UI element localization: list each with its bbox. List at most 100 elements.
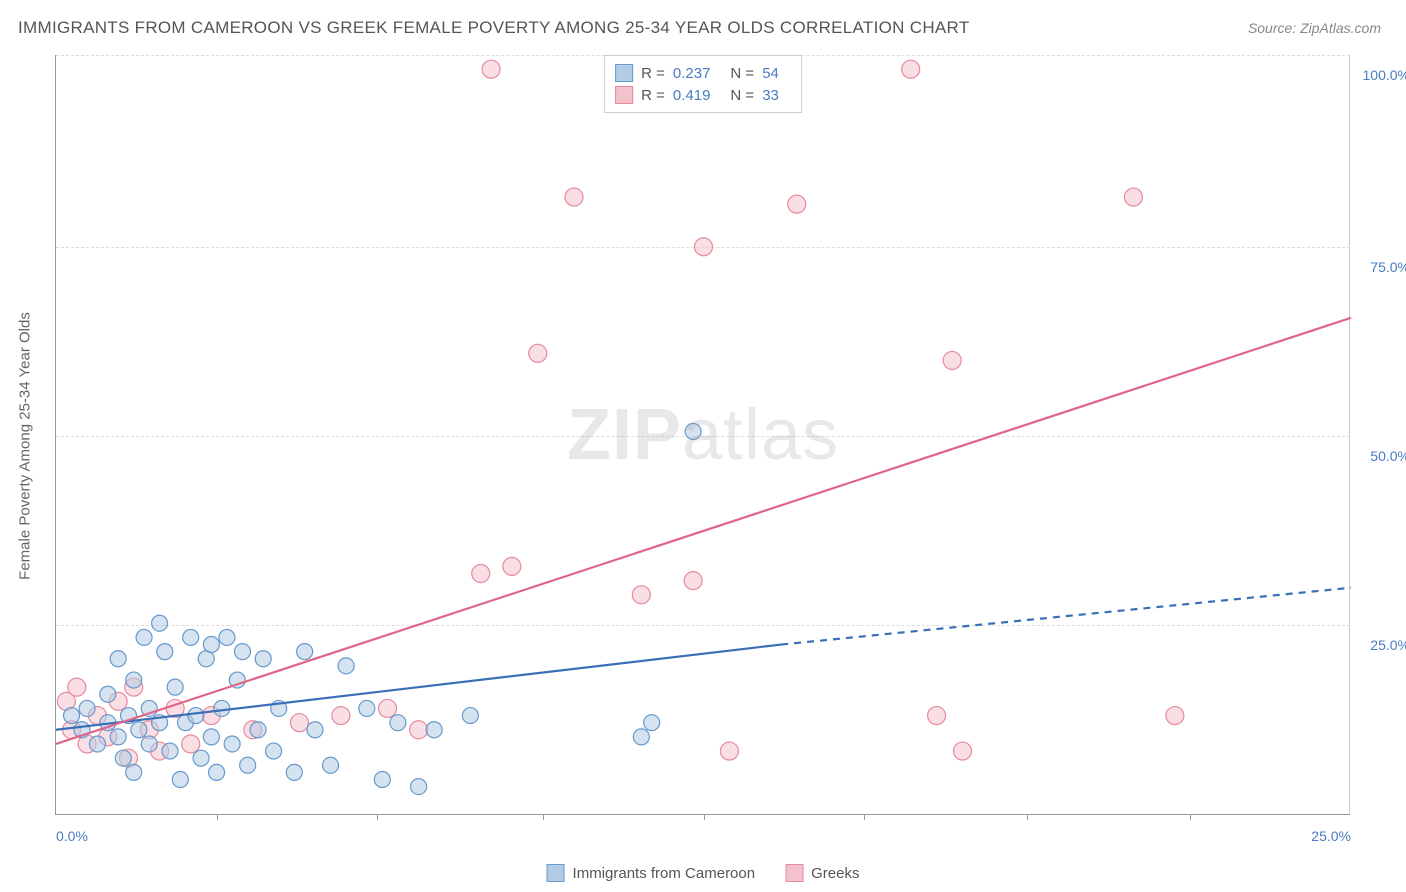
- scatter-point: [685, 423, 701, 439]
- r-value-greeks: 0.419: [673, 87, 711, 104]
- scatter-point: [126, 672, 142, 688]
- scatter-point: [632, 586, 650, 604]
- scatter-point: [390, 715, 406, 731]
- scatter-point: [115, 750, 131, 766]
- scatter-point: [162, 743, 178, 759]
- swatch-cameroon: [615, 64, 633, 82]
- scatter-point: [64, 708, 80, 724]
- scatter-point: [644, 715, 660, 731]
- scatter-point: [426, 722, 442, 738]
- legend-swatch-greeks: [785, 864, 803, 882]
- scatter-point: [203, 729, 219, 745]
- n-value-greeks: 33: [762, 87, 779, 104]
- legend-bottom: Immigrants from Cameroon Greeks: [547, 864, 860, 882]
- scatter-point: [250, 722, 266, 738]
- scatter-point: [89, 736, 105, 752]
- scatter-point: [297, 644, 313, 660]
- scatter-point: [214, 700, 230, 716]
- n-label: N =: [730, 65, 754, 82]
- scatter-point: [503, 557, 521, 575]
- regression-line: [56, 318, 1351, 744]
- scatter-point: [126, 764, 142, 780]
- correlation-stats-box: R = 0.237 N = 54 R = 0.419 N = 33: [604, 55, 802, 113]
- n-value-cameroon: 54: [762, 65, 779, 82]
- scatter-point: [720, 742, 738, 760]
- scatter-point: [633, 729, 649, 745]
- scatter-point: [379, 699, 397, 717]
- scatter-point: [290, 714, 308, 732]
- scatter-point: [1166, 707, 1184, 725]
- scatter-point: [183, 629, 199, 645]
- y-tick-label: 25.0%: [1370, 637, 1406, 653]
- scatter-point: [954, 742, 972, 760]
- scatter-point: [411, 779, 427, 795]
- scatter-point: [68, 678, 86, 696]
- y-tick-label: 50.0%: [1370, 448, 1406, 464]
- source-attribution: Source: ZipAtlas.com: [1248, 20, 1381, 36]
- r-value-cameroon: 0.237: [673, 65, 711, 82]
- scatter-point: [198, 651, 214, 667]
- scatter-point: [141, 736, 157, 752]
- scatter-point: [209, 764, 225, 780]
- scatter-point: [188, 708, 204, 724]
- scatter-point: [332, 707, 350, 725]
- swatch-greeks: [615, 86, 633, 104]
- scatter-point: [79, 700, 95, 716]
- scatter-point: [110, 729, 126, 745]
- scatter-point: [203, 637, 219, 653]
- legend-label-cameroon: Immigrants from Cameroon: [573, 865, 756, 882]
- scatter-point: [182, 735, 200, 753]
- scatter-point: [695, 238, 713, 256]
- correlation-row-greeks: R = 0.419 N = 33: [615, 84, 791, 106]
- scatter-point: [286, 764, 302, 780]
- scatter-point: [482, 60, 500, 78]
- x-tick: [543, 814, 544, 820]
- scatter-point: [224, 736, 240, 752]
- legend-item-greeks: Greeks: [785, 864, 859, 882]
- scatter-point: [136, 629, 152, 645]
- scatter-point: [323, 757, 339, 773]
- scatter-point: [266, 743, 282, 759]
- scatter-point: [472, 565, 490, 583]
- regression-line-extrapolated: [781, 588, 1351, 645]
- scatter-point: [172, 771, 188, 787]
- scatter-point: [1124, 188, 1142, 206]
- chart-title: IMMIGRANTS FROM CAMEROON VS GREEK FEMALE…: [18, 18, 970, 38]
- x-tick: [377, 814, 378, 820]
- scatter-point: [131, 722, 147, 738]
- scatter-point: [529, 344, 547, 362]
- scatter-point: [359, 700, 375, 716]
- scatter-point: [462, 708, 478, 724]
- y-axis-label: Female Poverty Among 25-34 Year Olds: [17, 312, 34, 580]
- y-tick-label: 100.0%: [1363, 67, 1406, 83]
- scatter-point: [902, 60, 920, 78]
- y-tick-label: 75.0%: [1370, 259, 1406, 275]
- scatter-point: [928, 707, 946, 725]
- scatter-point: [255, 651, 271, 667]
- x-tick: [217, 814, 218, 820]
- x-tick: [1027, 814, 1028, 820]
- r-label: R =: [641, 87, 665, 104]
- scatter-point: [234, 644, 250, 660]
- legend-swatch-cameroon: [547, 864, 565, 882]
- scatter-point: [167, 679, 183, 695]
- chart-plot-area: 25.0%50.0%75.0%100.0% ZIPatlas R = 0.237…: [55, 55, 1350, 815]
- scatter-point: [410, 721, 428, 739]
- x-tick: [864, 814, 865, 820]
- x-tick: [1190, 814, 1191, 820]
- scatter-point: [788, 195, 806, 213]
- scatter-point: [684, 572, 702, 590]
- scatter-point: [338, 658, 354, 674]
- scatter-point: [240, 757, 256, 773]
- x-tick-label: 0.0%: [56, 828, 88, 844]
- scatter-point: [157, 644, 173, 660]
- scatter-point: [943, 351, 961, 369]
- scatter-plot-svg: [56, 55, 1350, 814]
- legend-label-greeks: Greeks: [811, 865, 859, 882]
- n-label: N =: [730, 87, 754, 104]
- scatter-point: [152, 615, 168, 631]
- scatter-point: [193, 750, 209, 766]
- scatter-point: [219, 629, 235, 645]
- legend-item-cameroon: Immigrants from Cameroon: [547, 864, 756, 882]
- scatter-point: [565, 188, 583, 206]
